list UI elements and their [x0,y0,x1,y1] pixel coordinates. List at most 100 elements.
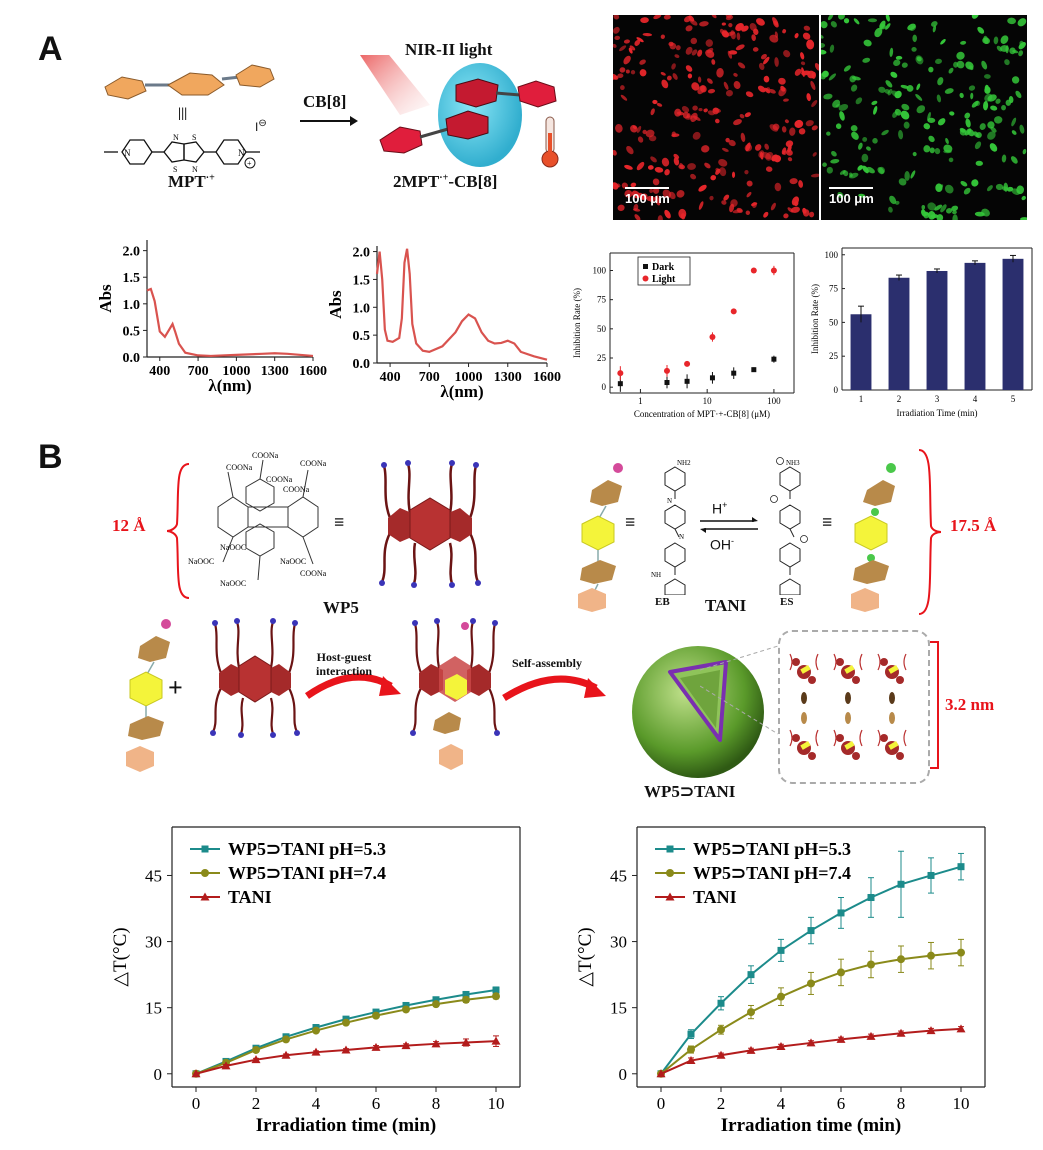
cell [733,80,741,90]
width-label-left: 12 Å [112,516,146,535]
cell [763,56,770,65]
cell [719,28,725,35]
cell [782,29,787,34]
cell [669,42,677,50]
cell [703,108,708,113]
cell [1001,154,1007,163]
legend-marker [200,892,210,901]
data-point [461,1037,471,1046]
y-tick-label: 0.0 [353,357,371,372]
plus-sign: + [168,673,183,702]
cell [1000,35,1009,44]
cell [794,119,804,128]
cell [945,137,949,145]
y-tick-label: 30 [610,933,627,952]
cell [821,49,827,55]
y-tick-label: 2.0 [353,246,371,261]
cell [866,166,875,174]
cell [928,211,936,220]
cell [783,50,791,58]
cell [898,129,904,140]
micrograph-red-cells: 100 μm [613,15,819,220]
cell [916,83,921,91]
cell [735,44,745,51]
cell [662,189,672,199]
data-point [746,1045,756,1054]
cell [781,147,787,155]
cell [654,195,659,200]
cell [682,111,689,119]
absorbance-chart-complex: 0.0 0.5 1.0 1.5 2.0 400 700 1000 1300 1600 λ(nm) Ab… [326,246,561,401]
x-tick-label: 0 [657,1094,666,1113]
x-tick-label: 10 [488,1094,505,1113]
cell [783,98,789,102]
cell [835,123,842,130]
cell [624,164,633,170]
cell [780,85,786,92]
host-unit [852,676,860,684]
tani-es-structure: NH3 [770,457,808,595]
brace-assembly [930,641,939,769]
cell [948,67,954,74]
cell [721,22,726,26]
cell [723,194,730,201]
cell [862,136,868,142]
y-tick-label: 25 [829,351,839,361]
cell [912,151,917,157]
data-point [462,995,470,1004]
cell [994,116,1003,124]
data-point [687,1045,695,1054]
data-point [431,1039,441,1048]
x-axis-label: λ(nm) [208,376,251,395]
cell [806,39,815,50]
inhibition-time-bar-chart: 0 25 50 75 100 1 2 3 4 5 Irradiation Time (min) Inh… [810,247,1033,418]
data-point-light [684,360,691,367]
cell [1011,76,1020,84]
cell [673,157,680,166]
y-tick-label: 1.0 [123,298,141,313]
cell [774,57,779,67]
equiv-mark-tani-right: ≡ [822,512,833,532]
host-unit [792,658,800,666]
cell [810,173,819,178]
legend-label: Light [652,274,676,285]
cell [830,159,840,164]
cell [735,22,744,32]
data-point-light [770,267,777,274]
legend-label: WP5⊃TANI pH=7.4 [693,863,851,883]
cell [676,190,685,198]
data-point-dark [684,378,690,384]
cell [706,47,714,54]
legend-label: TANI [228,887,272,907]
cell [977,26,985,34]
cb8-reagent-label: CB[8] [303,92,347,111]
cell [719,167,727,177]
self-assembly-arrow [502,675,606,701]
cell [620,85,625,91]
data-point [402,1005,410,1014]
cell [733,119,742,126]
cell [781,126,787,133]
x-tick-label: 1000 [455,370,483,385]
cell [944,88,954,94]
cell [822,162,827,167]
cell [873,105,878,115]
y-tick-label: 75 [829,284,839,294]
cell [916,56,922,62]
cell [634,214,641,220]
cell [981,60,988,70]
cell [758,150,765,158]
cell [891,90,900,98]
guest-unit [889,692,895,704]
data-point-light [709,334,716,340]
cell [858,142,863,150]
cell [821,34,824,39]
cell [877,167,885,175]
cell [745,142,751,152]
cell [890,71,898,78]
cell [956,60,965,69]
cell [745,210,751,215]
mpt-molecule-model [104,64,275,100]
svg-text:COONa: COONa [283,485,310,494]
cell [617,204,625,212]
